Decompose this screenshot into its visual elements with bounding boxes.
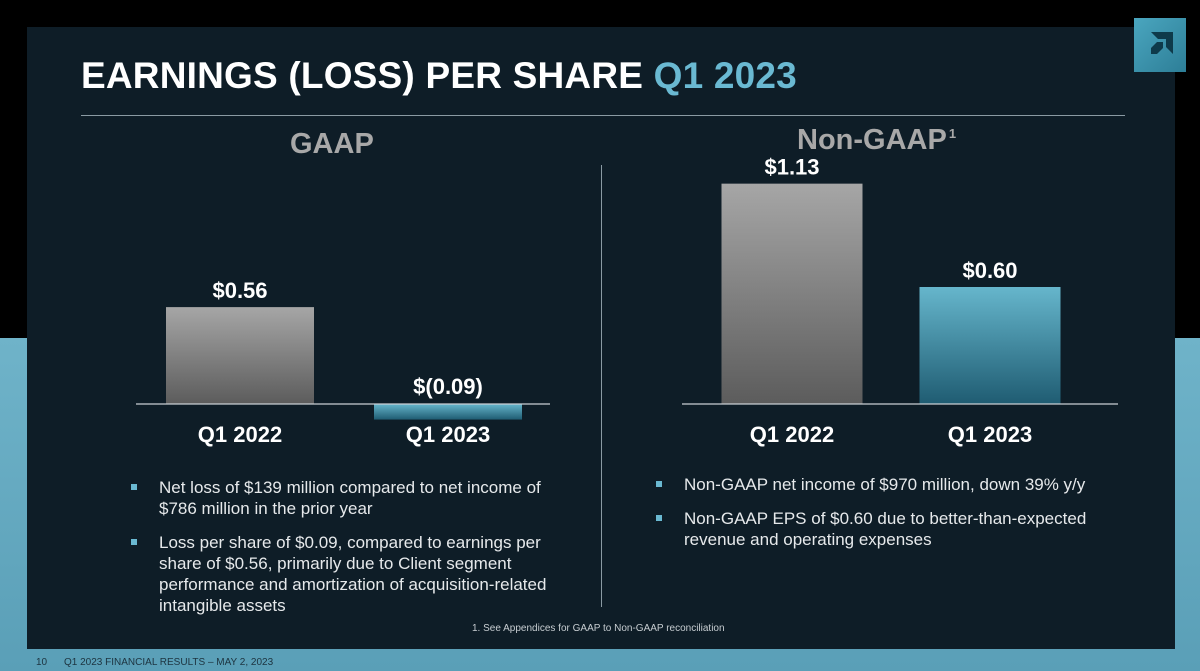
non-gaap-bullet-item: Non-GAAP EPS of $0.60 due to better-than… bbox=[656, 508, 1116, 550]
non-gaap-bullet-text: Non-GAAP EPS of $0.60 due to better-than… bbox=[684, 509, 1087, 549]
gaap-data-label: $(0.09) bbox=[413, 374, 483, 399]
non-gaap-category-label: Q1 2023 bbox=[948, 422, 1032, 447]
amd-logo-icon bbox=[1134, 18, 1186, 72]
non-gaap-category-label: Q1 2022 bbox=[750, 422, 834, 447]
gaap-bar-q1-2022 bbox=[166, 307, 314, 404]
non-gaap-bullet-item: Non-GAAP net income of $970 million, dow… bbox=[656, 474, 1116, 495]
gaap-section-title: GAAP bbox=[290, 128, 374, 161]
non-gaap-bar-q1-2022 bbox=[721, 183, 863, 404]
title-divider bbox=[81, 115, 1125, 116]
page-number: 10 bbox=[36, 657, 48, 668]
gaap-category-label: Q1 2022 bbox=[198, 422, 282, 447]
gaap-bullet-text: Loss per share of $0.09, compared to ear… bbox=[159, 533, 547, 615]
page-title: EARNINGS (LOSS) PER SHARE Q1 2023 bbox=[81, 55, 797, 97]
non-gaap-section-title: Non-GAAP 1 bbox=[797, 124, 956, 157]
section-divider bbox=[601, 165, 602, 607]
footnote-marker: 1 bbox=[948, 126, 957, 141]
non-gaap-title-text: Non-GAAP bbox=[797, 124, 947, 156]
non-gaap-bullet-list: Non-GAAP net income of $970 million, dow… bbox=[656, 474, 1116, 563]
gaap-bullet-item: Loss per share of $0.09, compared to ear… bbox=[131, 532, 551, 616]
gaap-data-label: $0.56 bbox=[212, 278, 267, 303]
footer-text: Q1 2023 FINANCIAL RESULTS – MAY 2, 2023 bbox=[64, 657, 274, 668]
non-gaap-bullet-text: Non-GAAP net income of $970 million, dow… bbox=[684, 475, 1086, 494]
amd-arrow-icon bbox=[1151, 32, 1173, 54]
gaap-category-label: Q1 2023 bbox=[406, 422, 490, 447]
bullet-square-icon bbox=[131, 539, 137, 545]
gaap-bullet-text: Net loss of $139 million compared to net… bbox=[159, 478, 541, 518]
gaap-bullet-list: Net loss of $139 million compared to net… bbox=[131, 477, 551, 629]
non-gaap-data-label: $1.13 bbox=[764, 155, 819, 180]
non-gaap-bar-q1-2023 bbox=[919, 287, 1061, 404]
title-accent: Q1 2023 bbox=[653, 55, 797, 96]
bullet-square-icon bbox=[131, 484, 137, 490]
gaap-bar-q1-2023 bbox=[374, 404, 522, 420]
non-gaap-data-label: $0.60 bbox=[962, 258, 1017, 283]
gaap-bullet-item: Net loss of $139 million compared to net… bbox=[131, 477, 551, 519]
title-main: EARNINGS (LOSS) PER SHARE bbox=[81, 55, 654, 96]
bullet-square-icon bbox=[656, 481, 662, 487]
bullet-square-icon bbox=[656, 515, 662, 521]
gaap-title-text: GAAP bbox=[290, 128, 374, 160]
footnote: 1. See Appendices for GAAP to Non-GAAP r… bbox=[472, 623, 725, 634]
